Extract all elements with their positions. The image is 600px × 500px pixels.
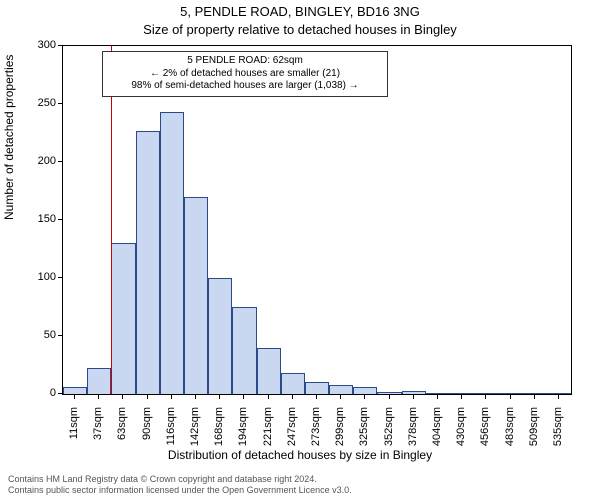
bar [87,368,111,394]
bar [474,393,498,394]
ytick-mark [58,393,62,394]
bar [377,392,401,394]
ytick-mark [58,45,62,46]
xtick-mark [389,395,390,399]
ytick-label: 200 [16,155,56,167]
xtick-label: 90sqm [141,407,153,467]
bar [450,393,474,394]
bar [402,391,426,394]
xtick-mark [292,395,293,399]
xtick-mark [74,395,75,399]
annot-line1: 5 PENDLE ROAD: 62sqm [109,55,381,68]
xtick-mark [558,395,559,399]
bar [136,131,160,394]
bar [281,373,305,394]
xtick-mark [195,395,196,399]
ytick-label: 100 [16,271,56,283]
bar [232,307,256,394]
bar [498,393,522,394]
title-subtitle: Size of property relative to detached ho… [0,22,600,37]
xtick-label: 63sqm [116,407,128,467]
xtick-label: 509sqm [528,407,540,467]
xtick-label: 456sqm [479,407,491,467]
bar [111,243,135,394]
attrib-line2: Contains public sector information licen… [8,485,592,496]
xtick-mark [268,395,269,399]
xtick-mark [147,395,148,399]
xtick-label: 352sqm [383,407,395,467]
bar [184,197,208,394]
xtick-label: 37sqm [92,407,104,467]
xtick-label: 116sqm [165,407,177,467]
xtick-mark [98,395,99,399]
xtick-mark [171,395,172,399]
bar [547,393,571,394]
ytick-mark [58,335,62,336]
y-axis-label: Number of detached properties [2,55,16,220]
ytick-label: 50 [16,329,56,341]
ytick-label: 150 [16,213,56,225]
annot-line2: ← 2% of detached houses are smaller (21) [109,68,381,81]
attrib-line1: Contains HM Land Registry data © Crown c… [8,474,592,485]
ytick-label: 250 [16,97,56,109]
ytick-mark [58,103,62,104]
xtick-mark [437,395,438,399]
annotation-box: 5 PENDLE ROAD: 62sqm ← 2% of detached ho… [102,51,388,97]
xtick-mark [364,395,365,399]
ytick-mark [58,277,62,278]
xtick-mark [316,395,317,399]
chart-area [62,45,572,395]
xtick-mark [485,395,486,399]
xtick-label: 535sqm [552,407,564,467]
xtick-label: 299sqm [334,407,346,467]
bar [160,112,184,394]
bar [426,393,450,394]
xtick-label: 378sqm [407,407,419,467]
bars-container [63,46,571,394]
title-address: 5, PENDLE ROAD, BINGLEY, BD16 3NG [0,4,600,19]
ytick-mark [58,161,62,162]
xtick-label: 194sqm [237,407,249,467]
bar [305,382,329,394]
attribution: Contains HM Land Registry data © Crown c… [8,474,592,496]
xtick-label: 273sqm [310,407,322,467]
bar [257,348,281,394]
bar [353,387,377,394]
xtick-label: 483sqm [504,407,516,467]
xtick-label: 247sqm [286,407,298,467]
xtick-mark [510,395,511,399]
xtick-label: 168sqm [213,407,225,467]
xtick-mark [413,395,414,399]
xtick-mark [461,395,462,399]
xtick-mark [340,395,341,399]
xtick-mark [219,395,220,399]
ytick-mark [58,219,62,220]
xtick-mark [122,395,123,399]
xtick-mark [534,395,535,399]
bar [63,387,87,394]
xtick-label: 221sqm [262,407,274,467]
ytick-label: 300 [16,39,56,51]
xtick-label: 404sqm [431,407,443,467]
ytick-label: 0 [16,387,56,399]
xtick-label: 142sqm [189,407,201,467]
bar [208,278,232,394]
xtick-mark [243,395,244,399]
xtick-label: 11sqm [68,407,80,467]
bar [523,393,547,394]
reference-line [111,46,112,394]
annot-line3: 98% of semi-detached houses are larger (… [109,80,381,93]
xtick-label: 430sqm [455,407,467,467]
bar [329,385,353,394]
xtick-label: 325sqm [358,407,370,467]
